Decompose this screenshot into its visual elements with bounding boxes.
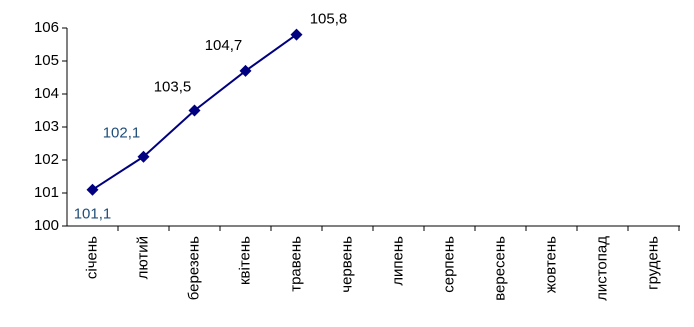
data-label: 104,7 [205,37,243,54]
y-tick-label: 103 [34,118,59,135]
point [239,64,252,77]
y-tick-label: 106 [34,19,59,36]
y-tick-label: 100 [34,217,59,234]
x-tick-label: квітень [236,236,253,285]
data-label: 103,5 [154,78,192,95]
y-tick-label: 101 [34,184,59,201]
x-tick-label: листопад [593,236,610,301]
point [290,28,303,41]
data-label: 101,1 [74,206,112,223]
x-tick-label: липень [389,236,406,286]
x-tick-label: грудень [644,236,661,290]
x-tick-label: березень [185,236,202,300]
x-tick-label: жовтень [542,236,559,293]
x-tick-label: січень [83,236,100,279]
point [137,150,150,163]
x-tick-label: серпень [440,236,457,293]
data-label: 102,1 [103,125,141,142]
x-tick-label: вересень [491,236,508,301]
point [86,183,99,196]
point [188,104,201,117]
y-tick-label: 105 [34,52,59,69]
y-tick-label: 102 [34,151,59,168]
x-tick-label: лютий [134,236,151,279]
data-label: 105,8 [310,11,348,28]
y-tick-label: 104 [34,85,59,102]
x-tick-label: червень [338,236,355,293]
x-tick-label: травень [287,236,304,292]
